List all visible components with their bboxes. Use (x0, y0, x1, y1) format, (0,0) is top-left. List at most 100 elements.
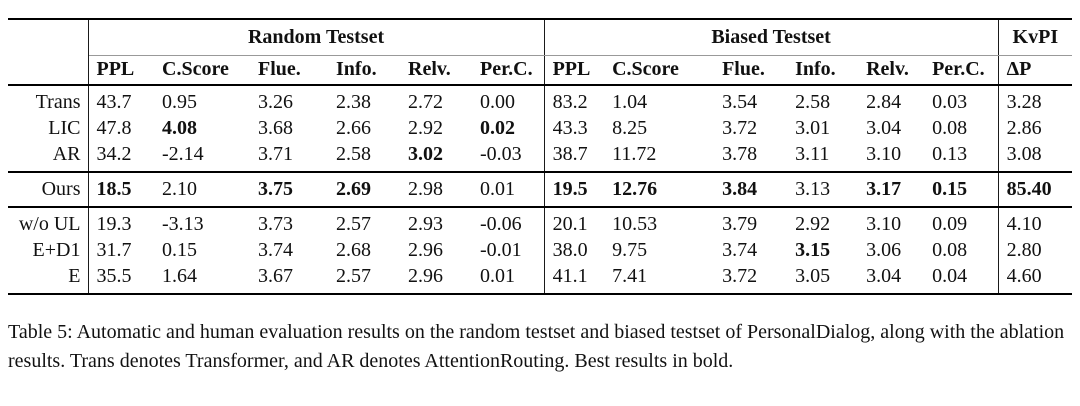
table-cell: 0.01 (472, 172, 545, 207)
table-row: E 35.5 1.64 3.67 2.57 2.96 0.01 41.1 7.41 3.72 3.0… (8, 265, 1072, 294)
table-cell: 3.01 (795, 117, 831, 139)
table-cell: 3.17 (866, 178, 902, 200)
table-cell: -0.03 (472, 143, 545, 172)
table-cell: -0.06 (472, 207, 545, 236)
table-cell: 35.5 (96, 265, 132, 287)
table-cell: 0.02 (472, 114, 545, 143)
table-cell: 9.75 (612, 239, 648, 261)
results-table: Random Testset Biased Testset KvPI PPL C.Sc… (8, 18, 1073, 295)
table-cell: 3.84 (722, 178, 758, 200)
table-cell: 11.72 (612, 143, 657, 165)
table-cell: 2.92 (408, 117, 443, 139)
table-cell: -2.14 (162, 143, 204, 165)
table-cell: 20.1 (552, 213, 588, 235)
table-cell: 0.01 (472, 265, 545, 294)
table-cell: 3.04 (866, 117, 902, 139)
row-label: Ours (8, 172, 89, 207)
table-cell: 2.68 (336, 239, 371, 261)
table-cell: 8.25 (612, 117, 648, 139)
table-row: Trans 43.7 0.95 3.26 2.38 2.72 0.00 83.2 1.04 3.5… (8, 85, 1072, 114)
column-header: Per.C. (924, 55, 999, 85)
table-cell: 3.73 (258, 213, 293, 235)
column-header: PPL (96, 58, 135, 81)
table-cell: 2.58 (795, 91, 831, 113)
table-cell: 4.08 (162, 117, 197, 139)
table-cell: 0.15 (162, 239, 197, 261)
group-header-biased-testset: Biased Testset (544, 19, 999, 56)
table-cell: 2.80 (1006, 239, 1042, 261)
table-cell: 3.11 (795, 143, 830, 165)
table-cell: 19.5 (552, 178, 588, 200)
column-header-row: PPL C.Score Flue. Info. Relv. Per.C. PPL C.Scor… (8, 55, 1072, 85)
table-cell: 2.98 (408, 178, 443, 200)
table-cell: 2.57 (336, 265, 371, 287)
column-header: C.Score (162, 58, 229, 81)
table-cell: 7.41 (612, 265, 648, 287)
table-cell: 19.3 (96, 213, 132, 235)
table-cell: 4.60 (1006, 265, 1042, 287)
table-row: AR 34.2 -2.14 3.71 2.58 3.02 -0.03 38.7 11.72 3.7… (8, 143, 1072, 172)
table-cell: 38.0 (552, 239, 588, 261)
table-cell: 34.2 (96, 143, 132, 165)
column-header: Per.C. (472, 55, 545, 85)
column-header: PPL (552, 58, 591, 81)
table-cell: 2.58 (336, 143, 371, 165)
table-cell: 18.5 (96, 178, 132, 200)
table-cell: 2.92 (795, 213, 831, 235)
column-header-empty (8, 55, 89, 85)
table-row: E+D1 31.7 0.15 3.74 2.68 2.96 -0.01 38.0 9.75 3.7… (8, 236, 1072, 265)
table-cell: 2.96 (408, 265, 443, 287)
column-header: Info. (795, 58, 836, 81)
group-header-random-testset: Random Testset (88, 19, 545, 56)
table-caption: Table 5: Automatic and human evaluation … (8, 321, 1065, 372)
column-header: Relv. (866, 58, 909, 81)
table-cell: 3.74 (722, 239, 758, 261)
column-header: ΔP (1006, 58, 1032, 81)
table-cell: 0.13 (924, 143, 999, 172)
row-label: w/o UL (8, 207, 89, 236)
table-cell: 3.10 (866, 143, 902, 165)
row-label: AR (8, 143, 89, 172)
table-row: LIC 47.8 4.08 3.68 2.66 2.92 0.02 43.3 8.25 3.72 3… (8, 114, 1072, 143)
table-cell: 2.66 (336, 117, 371, 139)
table-cell: 2.10 (162, 178, 197, 200)
table-cell: 2.86 (1006, 117, 1042, 139)
table-cell: 2.96 (408, 239, 443, 261)
table-cell: 3.02 (408, 143, 443, 165)
table-cell: 43.7 (96, 91, 132, 113)
group-header-kvpi: KvPI (998, 19, 1073, 56)
table-cell: -3.13 (162, 213, 204, 235)
table-cell: 31.7 (96, 239, 132, 261)
table-cell: 2.72 (408, 91, 443, 113)
table-cell: 1.04 (612, 91, 648, 113)
table-cell: 3.74 (258, 239, 293, 261)
table-cell: 3.72 (722, 265, 758, 287)
table-cell: 3.10 (866, 213, 902, 235)
table-cell: 3.13 (795, 178, 831, 200)
table-cell: 1.64 (162, 265, 197, 287)
table-cell: 3.08 (1006, 143, 1042, 165)
table-cell: 2.69 (336, 178, 371, 200)
table-cell: 3.54 (722, 91, 758, 113)
group-header-row: Random Testset Biased Testset KvPI (8, 19, 1073, 56)
row-label: E+D1 (8, 236, 89, 265)
row-label: Trans (8, 85, 89, 114)
table-cell: 83.2 (552, 91, 588, 113)
table-cell: 3.78 (722, 143, 758, 165)
table-cell: 38.7 (552, 143, 588, 165)
table-cell: 0.03 (924, 85, 999, 114)
table-cell: 3.26 (258, 91, 293, 113)
table-cell: 0.08 (924, 236, 999, 265)
table-cell: 3.04 (866, 265, 902, 287)
table-cell: 3.75 (258, 178, 293, 200)
table-row: w/o UL 19.3 -3.13 3.73 2.57 2.93 -0.06 20.1 10.5… (8, 207, 1072, 236)
table-cell: 3.15 (795, 239, 831, 261)
paper-page: Random Testset Biased Testset KvPI PPL C.Sc… (8, 18, 1073, 372)
table-cell: 0.00 (472, 85, 545, 114)
table-cell: 41.1 (552, 265, 588, 287)
table-cell: 85.40 (1006, 178, 1052, 200)
table-cell: 2.57 (336, 213, 371, 235)
table-cell: 0.08 (924, 114, 999, 143)
table-cell: 0.15 (924, 172, 999, 207)
table-cell: 3.28 (1006, 91, 1042, 113)
